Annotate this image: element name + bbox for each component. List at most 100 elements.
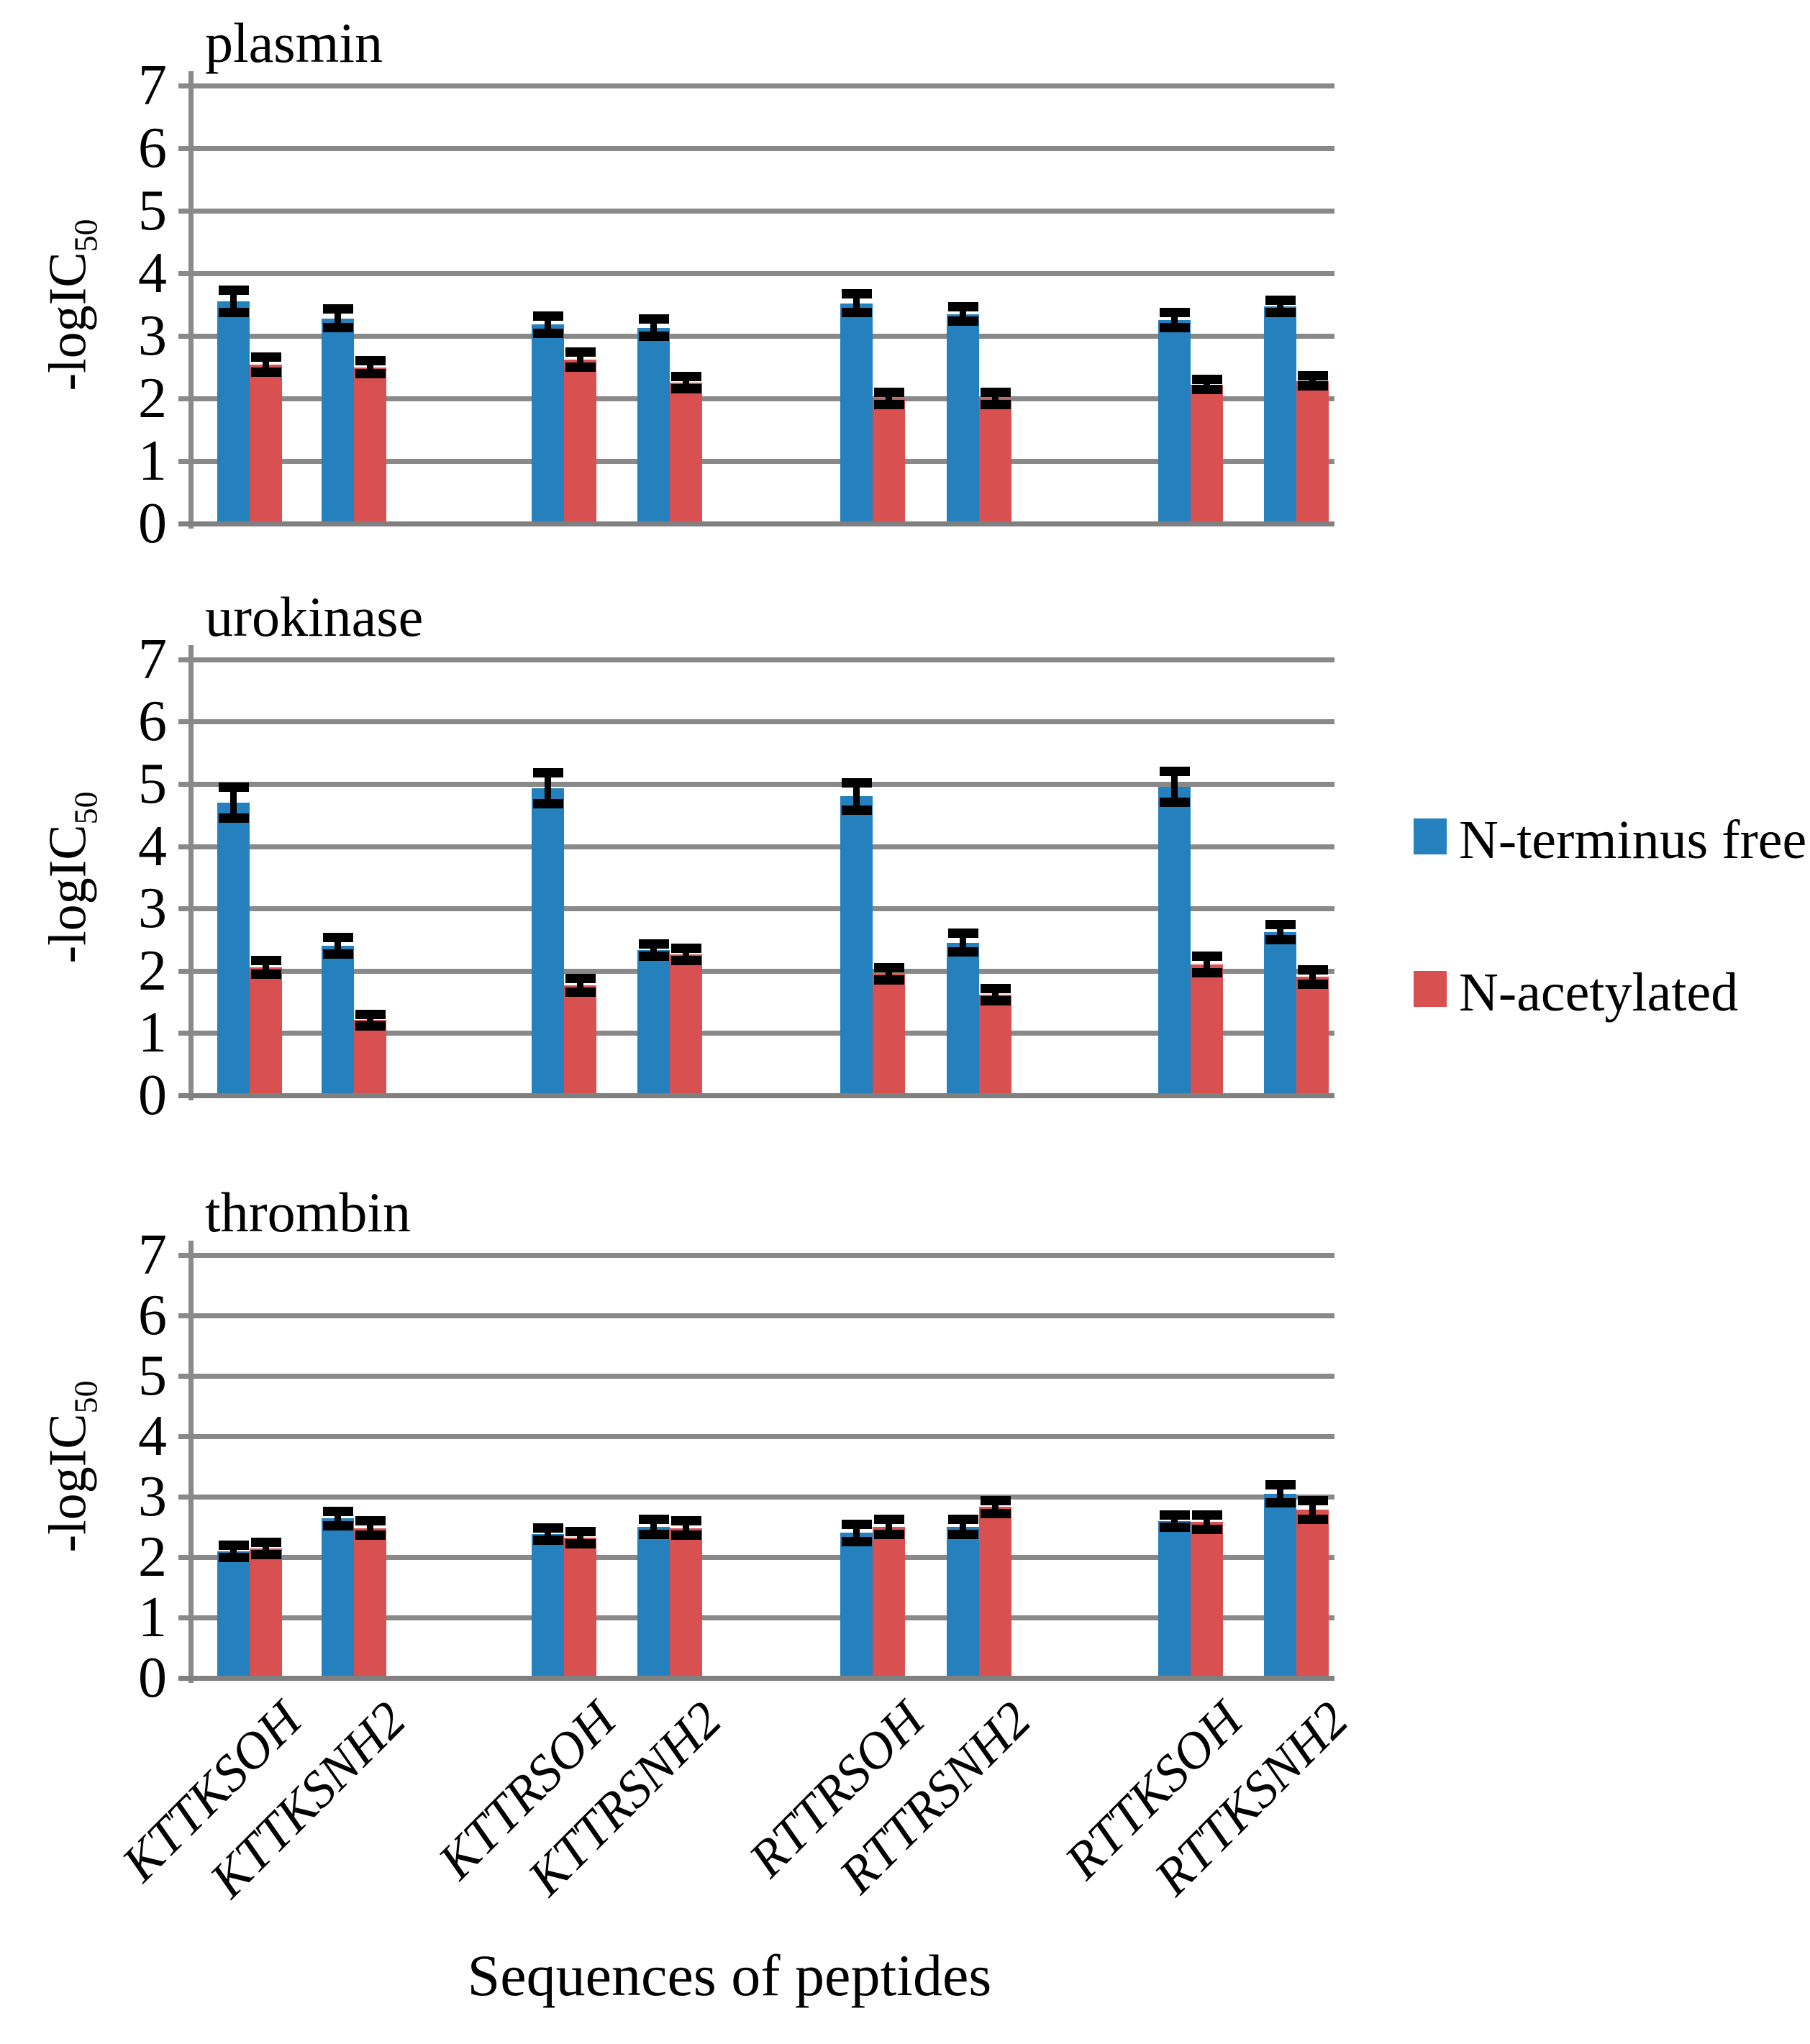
y-tick-label: 7 bbox=[138, 54, 167, 117]
error-bar-cap-bottom bbox=[251, 1550, 281, 1559]
error-bar-cap-bottom bbox=[565, 987, 596, 997]
gridline bbox=[178, 844, 1334, 849]
legend-label-n-acetylated: N-acetylated bbox=[1459, 962, 1739, 1023]
error-bar-cap-bottom bbox=[323, 323, 353, 332]
error-bar-cap-bottom bbox=[533, 329, 563, 338]
error-bar-cap-bottom bbox=[1298, 381, 1328, 391]
error-bar-cap-top bbox=[1265, 920, 1296, 929]
error-bar-cap-top bbox=[251, 956, 281, 965]
error-bar-stem bbox=[992, 1500, 999, 1513]
error-bar-cap-bottom bbox=[355, 369, 386, 378]
y-tick-label: 3 bbox=[138, 304, 167, 368]
bar-n-terminus-free bbox=[322, 319, 354, 526]
bar-n-acetylated bbox=[670, 1528, 702, 1680]
error-bar-stem bbox=[545, 1528, 551, 1541]
error-bar-cap-top bbox=[251, 1538, 281, 1547]
error-bar-stem bbox=[886, 1520, 892, 1534]
error-bar-stem bbox=[960, 306, 966, 321]
error-bar-cap-top bbox=[565, 347, 596, 357]
error-bar-cap-top bbox=[323, 1507, 353, 1516]
y-tick-label: 7 bbox=[138, 628, 167, 691]
gridline bbox=[178, 1253, 1334, 1258]
error-bar-stem bbox=[1277, 1484, 1283, 1502]
bar-n-terminus-free bbox=[322, 1518, 354, 1680]
error-bar-cap-bottom bbox=[1160, 798, 1190, 807]
y-tick-label: 5 bbox=[138, 1344, 167, 1407]
bar-n-terminus-free bbox=[840, 796, 873, 1098]
error-bar-cap-top bbox=[1298, 1496, 1328, 1505]
bar-n-acetylated bbox=[354, 1020, 386, 1098]
error-bar-cap-bottom bbox=[565, 1539, 596, 1548]
error-bar-cap-bottom bbox=[639, 332, 669, 341]
error-bar-stem bbox=[1204, 957, 1210, 973]
bar-n-terminus-free bbox=[637, 1527, 670, 1680]
bar-n-acetylated bbox=[1191, 964, 1223, 1098]
error-bar-cap-top bbox=[1160, 1510, 1190, 1520]
error-bar-cap-top bbox=[533, 311, 563, 321]
error-bar-cap-bottom bbox=[251, 368, 281, 377]
bar-n-terminus-free bbox=[840, 304, 873, 526]
y-tick-label: 6 bbox=[138, 117, 167, 180]
chart-title: plasmin bbox=[205, 12, 383, 74]
y-tick-label: 4 bbox=[138, 1405, 167, 1468]
error-bar-stem bbox=[683, 1521, 689, 1536]
error-bar-cap-bottom bbox=[639, 1530, 669, 1539]
x-axis-title: Sequences of peptides bbox=[467, 1943, 992, 2008]
gridline bbox=[178, 459, 1334, 464]
error-bar-cap-bottom bbox=[842, 1537, 872, 1546]
error-bar-stem bbox=[263, 357, 269, 373]
bar-n-acetylated bbox=[564, 985, 596, 1098]
bar-n-terminus-free bbox=[322, 946, 354, 1098]
error-bar-stem bbox=[367, 1521, 373, 1536]
bar-n-terminus-free bbox=[637, 328, 670, 526]
error-bar-cap-top bbox=[251, 352, 281, 362]
y-tick-label: 2 bbox=[138, 1525, 167, 1589]
error-bar-stem bbox=[263, 1543, 269, 1555]
error-bar-cap-bottom bbox=[874, 400, 904, 409]
chart-title: urokinase bbox=[205, 585, 424, 648]
y-tick-label: 2 bbox=[138, 367, 167, 430]
error-bar-cap-top bbox=[842, 289, 872, 298]
error-bar-cap-bottom bbox=[981, 400, 1011, 409]
y-tick-label: 0 bbox=[138, 492, 167, 555]
error-bar-cap-bottom bbox=[565, 362, 596, 372]
error-bar-cap-top bbox=[1192, 375, 1222, 384]
bar-n-acetylated bbox=[354, 1528, 386, 1680]
legend-swatch-n-terminus-free bbox=[1414, 818, 1447, 854]
error-bar-cap-top bbox=[639, 314, 669, 324]
error-bar-stem bbox=[367, 361, 373, 373]
gridline bbox=[178, 782, 1334, 787]
error-bar-cap-bottom bbox=[219, 308, 249, 317]
error-bar-cap-bottom bbox=[219, 1553, 249, 1562]
error-bar-cap-bottom bbox=[251, 969, 281, 979]
error-bar-stem bbox=[1309, 1501, 1316, 1519]
y-tick-label: 6 bbox=[138, 1284, 167, 1347]
gridline bbox=[178, 719, 1334, 724]
error-bar-stem bbox=[960, 1520, 966, 1534]
y-tick-label: 1 bbox=[138, 429, 167, 493]
y-tick-label: 7 bbox=[138, 1223, 167, 1287]
x-axis-line bbox=[178, 1093, 1334, 1098]
error-bar-stem bbox=[683, 949, 689, 961]
error-bar-cap-top bbox=[1265, 1480, 1296, 1489]
error-bar-stem bbox=[577, 978, 583, 992]
bar-n-terminus-free bbox=[947, 943, 979, 1098]
y-axis-line bbox=[188, 1241, 194, 1683]
bar-n-acetylated bbox=[250, 365, 282, 526]
error-bar-stem bbox=[1171, 313, 1178, 328]
bar-n-acetylated bbox=[670, 954, 702, 1098]
bar-n-acetylated bbox=[354, 368, 386, 526]
gridline bbox=[178, 1434, 1334, 1439]
gridline bbox=[178, 271, 1334, 276]
error-bar-stem bbox=[853, 1525, 860, 1542]
error-bar-cap-top bbox=[639, 1515, 669, 1524]
error-bar-cap-bottom bbox=[671, 384, 701, 393]
error-bar-stem bbox=[960, 934, 966, 952]
x-axis-line bbox=[178, 521, 1334, 526]
error-bar-cap-top bbox=[842, 778, 872, 788]
error-bar-cap-bottom bbox=[842, 308, 872, 317]
error-bar-cap-bottom bbox=[981, 996, 1011, 1005]
y-tick-label: 5 bbox=[138, 752, 167, 816]
error-bar-stem bbox=[1309, 969, 1316, 985]
error-bar-stem bbox=[650, 1520, 657, 1534]
